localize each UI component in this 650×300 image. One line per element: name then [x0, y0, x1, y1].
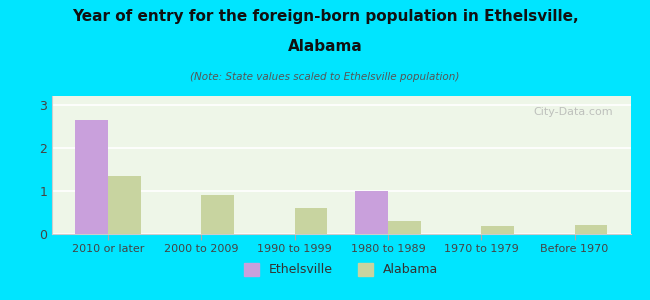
Bar — [388, 221, 421, 234]
Bar — [75, 120, 108, 234]
Text: Alabama: Alabama — [287, 39, 363, 54]
Bar — [108, 176, 140, 234]
Bar — [356, 191, 388, 234]
Legend: Ethelsville, Alabama: Ethelsville, Alabama — [240, 259, 442, 280]
Bar — [481, 226, 514, 234]
Bar — [575, 224, 607, 234]
Bar — [202, 195, 234, 234]
Bar — [294, 208, 327, 234]
Text: Year of entry for the foreign-born population in Ethelsville,: Year of entry for the foreign-born popul… — [72, 9, 578, 24]
Text: (Note: State values scaled to Ethelsville population): (Note: State values scaled to Ethelsvill… — [190, 72, 460, 82]
Text: City-Data.com: City-Data.com — [534, 107, 613, 117]
